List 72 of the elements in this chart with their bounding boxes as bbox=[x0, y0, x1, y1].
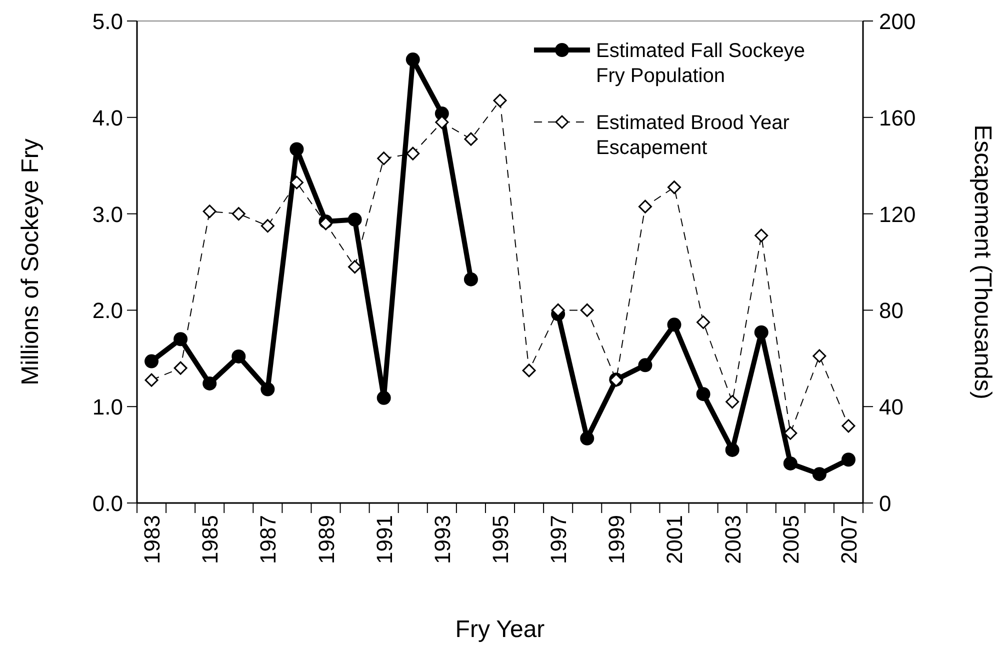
x-axis-title: Fry Year bbox=[455, 616, 545, 643]
x-tick-label: 1995 bbox=[488, 515, 513, 564]
x-tick-label: 1991 bbox=[372, 515, 397, 564]
point bbox=[696, 387, 710, 402]
x-tick-label: 1993 bbox=[430, 515, 455, 564]
point bbox=[522, 364, 536, 378]
point bbox=[202, 204, 216, 218]
point bbox=[464, 132, 478, 146]
point bbox=[348, 260, 362, 274]
point bbox=[493, 94, 507, 108]
y-tick-label: 3.0 bbox=[92, 202, 123, 227]
point bbox=[260, 219, 274, 233]
point bbox=[435, 115, 449, 129]
y2-axis-title: Escapement (Thousands) bbox=[969, 124, 996, 400]
point bbox=[551, 303, 565, 317]
point bbox=[144, 373, 158, 387]
point bbox=[580, 303, 594, 317]
y-tick-label: 5.0 bbox=[92, 9, 123, 34]
point bbox=[580, 431, 594, 446]
point bbox=[232, 207, 246, 221]
point bbox=[783, 456, 798, 470]
point bbox=[406, 146, 420, 160]
x-tick-label: 1985 bbox=[198, 515, 223, 564]
point bbox=[174, 332, 188, 346]
point bbox=[144, 354, 159, 368]
point bbox=[667, 180, 681, 194]
point bbox=[667, 318, 682, 332]
x-tick-label: 2007 bbox=[836, 515, 862, 564]
point bbox=[696, 316, 710, 329]
y-tick-label: 0.0 bbox=[92, 491, 123, 516]
point bbox=[464, 272, 478, 286]
point bbox=[841, 452, 856, 467]
point bbox=[726, 395, 740, 409]
x-tick-label: 2003 bbox=[720, 515, 746, 564]
legend-label: Estimated Brood Year Escapement bbox=[596, 112, 790, 159]
point bbox=[290, 176, 304, 190]
y2-tick-label: 120 bbox=[879, 202, 916, 227]
point bbox=[377, 152, 391, 166]
point bbox=[754, 228, 768, 242]
x-tick-label: 1989 bbox=[314, 515, 339, 564]
x-tick-label: 1999 bbox=[604, 515, 630, 564]
point bbox=[376, 390, 391, 405]
y2-tick-label: 0 bbox=[879, 491, 892, 516]
x-tick-label: 2001 bbox=[662, 515, 688, 564]
point bbox=[406, 52, 420, 67]
x-tick-label: 2005 bbox=[778, 515, 804, 564]
point bbox=[784, 426, 798, 440]
y2-tick-label: 40 bbox=[879, 394, 904, 420]
point bbox=[842, 419, 856, 433]
x-tick-label: 1987 bbox=[256, 515, 281, 564]
point bbox=[725, 442, 740, 457]
point bbox=[812, 349, 826, 363]
point bbox=[348, 212, 362, 227]
point bbox=[812, 467, 826, 482]
y-tick-label: 4.0 bbox=[92, 105, 123, 130]
x-tick-label: 1997 bbox=[546, 515, 572, 564]
y2-tick-label: 80 bbox=[879, 298, 904, 324]
y-axis-title: Millions of Sockeye Fry bbox=[17, 138, 44, 386]
x-tick-label: 1983 bbox=[140, 515, 165, 564]
legend-label: Estimated Fall Sockeye Fry Population bbox=[596, 40, 805, 87]
point bbox=[232, 349, 246, 364]
y2-tick-label: 160 bbox=[879, 105, 916, 130]
point bbox=[202, 376, 217, 390]
y2-tick-label: 200 bbox=[879, 9, 916, 34]
point bbox=[260, 382, 275, 396]
point bbox=[638, 358, 652, 372]
y-tick-label: 2.0 bbox=[92, 298, 123, 324]
point bbox=[638, 200, 652, 214]
point bbox=[174, 361, 188, 375]
point bbox=[754, 325, 768, 340]
y-tick-label: 1.0 bbox=[92, 394, 123, 420]
point bbox=[290, 142, 304, 156]
